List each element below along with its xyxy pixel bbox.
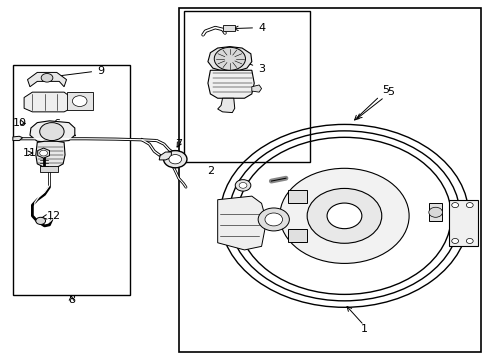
Text: 4: 4 bbox=[233, 23, 264, 33]
Circle shape bbox=[163, 150, 186, 168]
Bar bbox=[288, 190, 306, 203]
Circle shape bbox=[40, 150, 47, 156]
Circle shape bbox=[451, 238, 458, 243]
Circle shape bbox=[239, 183, 246, 188]
Text: 6: 6 bbox=[53, 120, 75, 136]
Circle shape bbox=[466, 203, 472, 208]
Circle shape bbox=[36, 217, 45, 225]
Text: 1: 1 bbox=[360, 324, 366, 334]
Polygon shape bbox=[13, 136, 22, 140]
Bar bbox=[288, 229, 306, 242]
Text: 5: 5 bbox=[354, 85, 388, 120]
Circle shape bbox=[428, 207, 442, 217]
Polygon shape bbox=[217, 98, 234, 113]
Circle shape bbox=[466, 238, 472, 243]
Polygon shape bbox=[207, 70, 254, 98]
Polygon shape bbox=[38, 148, 49, 158]
Circle shape bbox=[168, 154, 181, 164]
Bar bbox=[222, 25, 234, 31]
Bar bbox=[66, 92, 93, 110]
Polygon shape bbox=[30, 121, 75, 142]
Text: 2: 2 bbox=[206, 166, 213, 176]
Bar bbox=[183, 12, 310, 162]
Circle shape bbox=[41, 73, 53, 82]
Circle shape bbox=[72, 96, 87, 107]
Circle shape bbox=[279, 168, 408, 264]
Circle shape bbox=[451, 203, 458, 208]
Circle shape bbox=[258, 208, 289, 231]
Polygon shape bbox=[251, 85, 261, 92]
Circle shape bbox=[326, 203, 361, 229]
Polygon shape bbox=[36, 141, 65, 167]
Text: 12: 12 bbox=[41, 211, 61, 221]
Bar bbox=[40, 166, 58, 172]
Polygon shape bbox=[24, 92, 71, 112]
Text: 7: 7 bbox=[175, 139, 182, 149]
Text: 11: 11 bbox=[23, 148, 37, 158]
Text: 5: 5 bbox=[357, 87, 393, 118]
Circle shape bbox=[235, 180, 250, 191]
Text: 3: 3 bbox=[243, 61, 264, 74]
Bar bbox=[13, 65, 130, 295]
Polygon shape bbox=[217, 196, 266, 250]
Bar bbox=[178, 8, 480, 352]
Circle shape bbox=[40, 123, 64, 140]
Text: 8: 8 bbox=[68, 295, 75, 305]
Text: 9: 9 bbox=[53, 66, 104, 78]
Circle shape bbox=[306, 188, 381, 243]
Bar bbox=[448, 200, 477, 246]
Polygon shape bbox=[159, 152, 171, 160]
Circle shape bbox=[214, 47, 245, 70]
Bar bbox=[428, 203, 442, 221]
Polygon shape bbox=[207, 46, 251, 70]
Circle shape bbox=[264, 213, 282, 226]
Text: 10: 10 bbox=[13, 118, 27, 128]
Polygon shape bbox=[27, 72, 66, 87]
